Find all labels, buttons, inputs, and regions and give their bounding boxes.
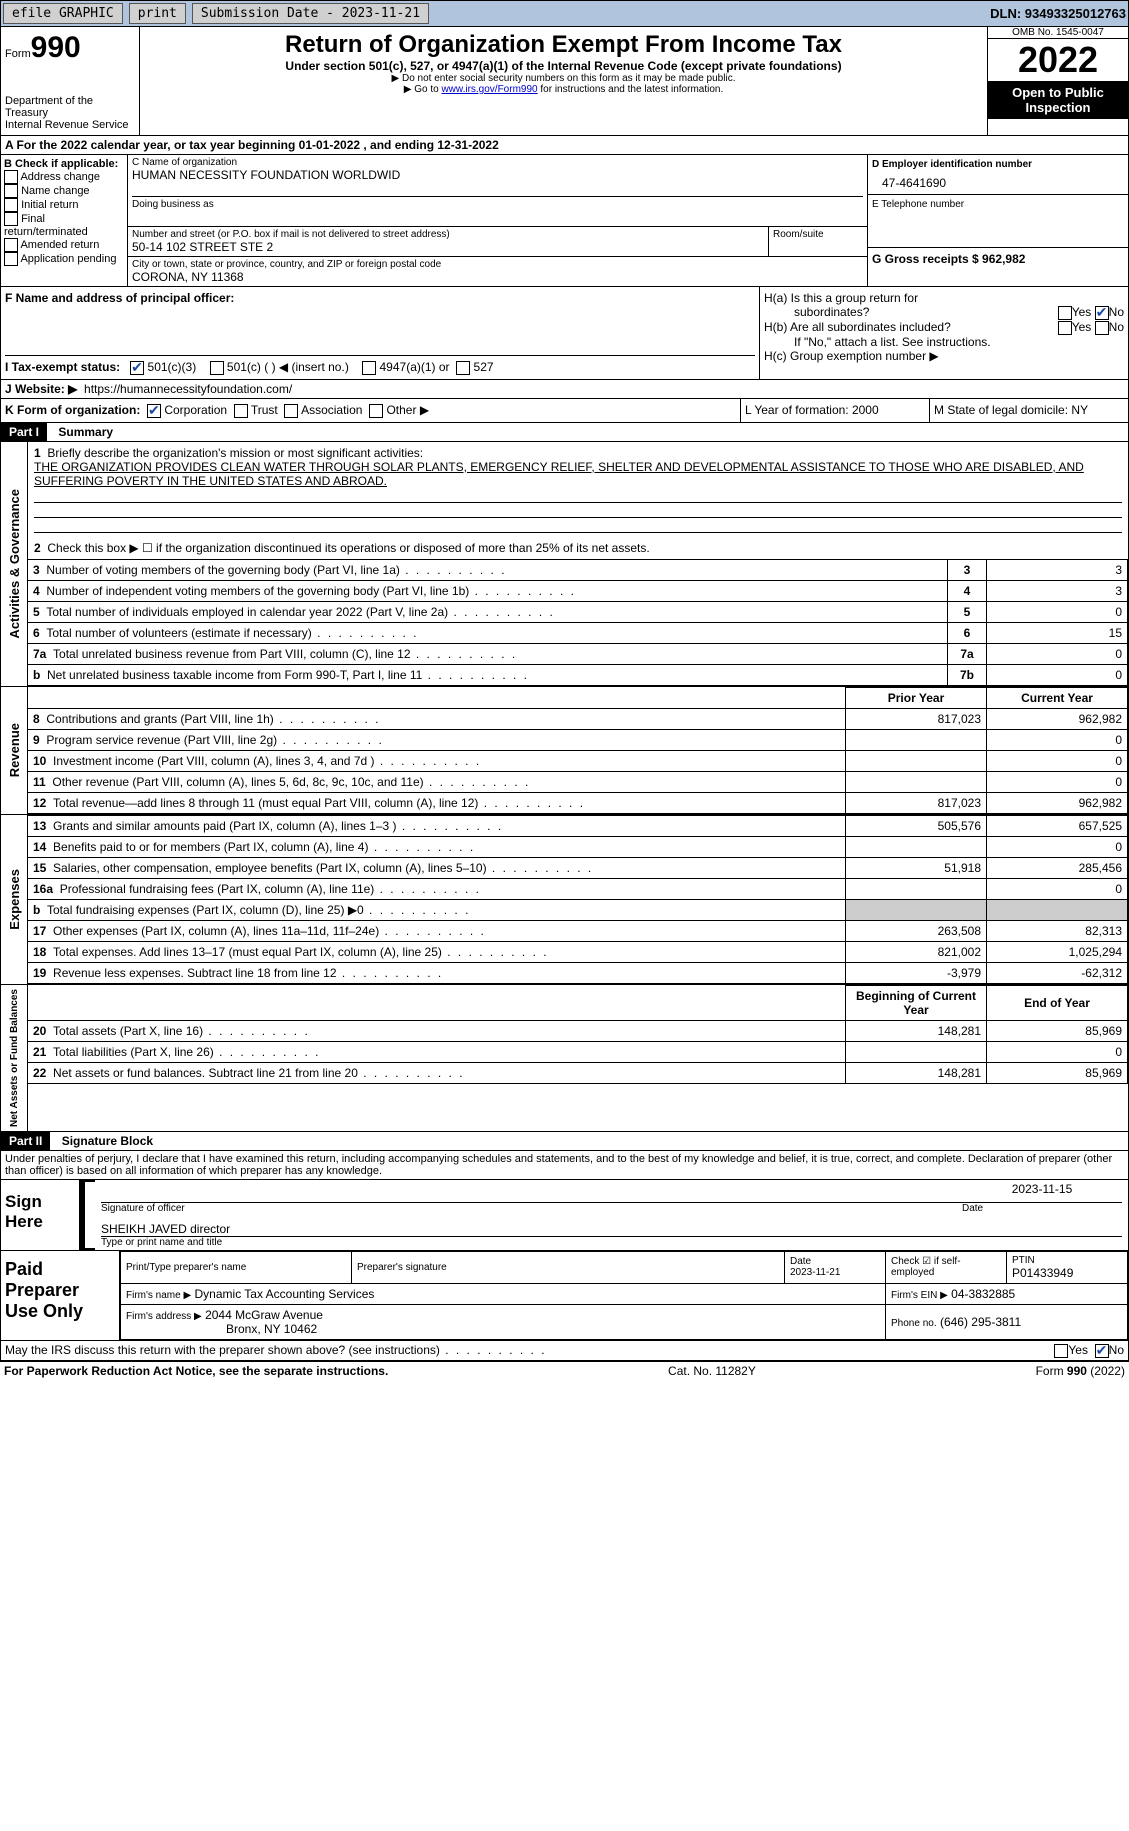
open-public: Open to Public Inspection <box>988 81 1128 119</box>
gross-receipts: G Gross receipts $ 962,982 <box>872 252 1025 266</box>
form-number: 990 <box>31 31 81 64</box>
city-value: CORONA, NY 11368 <box>132 270 863 284</box>
check-applicable: B Check if applicable: Address change Na… <box>1 155 128 286</box>
discuss-line: May the IRS discuss this return with the… <box>0 1341 1129 1361</box>
ssn-note: ▶ Do not enter social security numbers o… <box>148 73 979 84</box>
identity-block: B Check if applicable: Address change Na… <box>0 155 1129 287</box>
dept-label: Department of the Treasury <box>5 95 135 119</box>
page-footer: For Paperwork Reduction Act Notice, see … <box>0 1361 1129 1380</box>
dln: DLN: 93493325012763 <box>990 6 1126 21</box>
form-subtitle: Under section 501(c), 527, or 4947(a)(1)… <box>148 59 979 73</box>
expenses-section: Expenses 13 Grants and similar amounts p… <box>0 815 1129 985</box>
activities-governance: Activities & Governance 1 Briefly descri… <box>0 442 1129 687</box>
officer-label: F Name and address of principal officer: <box>5 291 755 305</box>
mission-text: THE ORGANIZATION PROVIDES CLEAN WATER TH… <box>34 460 1084 488</box>
net-side-label: Net Assets or Fund Balances <box>7 985 22 1131</box>
form-title: Return of Organization Exempt From Incom… <box>148 31 979 59</box>
irs-label: Internal Revenue Service <box>5 119 135 131</box>
klm-line: K Form of organization: Corporation Trus… <box>0 399 1129 423</box>
tax-year-line: A For the 2022 calendar year, or tax yea… <box>0 136 1129 155</box>
org-name: HUMAN NECESSITY FOUNDATION WORLDWID <box>132 168 863 182</box>
dba-label: Doing business as <box>132 196 863 210</box>
rev-side-label: Revenue <box>5 719 24 781</box>
tax-year: 2022 <box>988 39 1128 81</box>
ag-table: 3 Number of voting members of the govern… <box>28 559 1128 686</box>
org-name-label: C Name of organization <box>132 157 863 168</box>
paid-preparer-block: Paid Preparer Use Only Print/Type prepar… <box>0 1251 1129 1341</box>
street-address: 50-14 102 STREET STE 2 <box>132 240 764 254</box>
tax-exempt-line: I Tax-exempt status: 501(c)(3) 501(c) ( … <box>5 355 755 375</box>
ag-side-label: Activities & Governance <box>5 485 24 643</box>
omb: OMB No. 1545-0047 <box>988 27 1128 39</box>
netassets-section: Net Assets or Fund Balances Beginning of… <box>0 985 1129 1132</box>
form-header: Form990 Department of the Treasury Inter… <box>0 27 1129 136</box>
efile-label: efile GRAPHIC <box>3 3 123 24</box>
toolbar: efile GRAPHIC print Submission Date - 20… <box>0 0 1129 27</box>
revenue-table: Prior YearCurrent Year8 Contributions an… <box>28 687 1128 814</box>
part2-header: Part II Signature Block <box>0 1132 1129 1151</box>
room-label: Room/suite <box>769 227 867 256</box>
penalty-text: Under penalties of perjury, I declare th… <box>0 1151 1129 1180</box>
form990-link[interactable]: www.irs.gov/Form990 <box>441 84 537 95</box>
print-button[interactable]: print <box>129 3 186 24</box>
officer-group-block: F Name and address of principal officer:… <box>0 287 1129 380</box>
city-label: City or town, state or province, country… <box>132 259 863 270</box>
submission-date: Submission Date - 2023-11-21 <box>192 3 429 24</box>
form-word: Form <box>5 48 31 60</box>
revenue-section: Revenue Prior YearCurrent Year8 Contribu… <box>0 687 1129 815</box>
exp-side-label: Expenses <box>5 865 24 934</box>
expenses-table: 13 Grants and similar amounts paid (Part… <box>28 815 1128 984</box>
addr-label: Number and street (or P.O. box if mail i… <box>132 229 764 240</box>
phone-label: E Telephone number <box>872 199 1124 210</box>
ein-value: 47-4641690 <box>872 170 1124 190</box>
ein-label: D Employer identification number <box>872 159 1124 170</box>
part1-header: Part I Summary <box>0 423 1129 442</box>
website-line: J Website: ▶ https://humannecessityfound… <box>0 380 1129 399</box>
sign-here-block: Sign Here Signature of officer 2023-11-1… <box>0 1180 1129 1251</box>
netassets-table: Beginning of Current YearEnd of Year20 T… <box>28 985 1128 1084</box>
goto-line: ▶ Go to www.irs.gov/Form990 for instruct… <box>148 84 979 95</box>
